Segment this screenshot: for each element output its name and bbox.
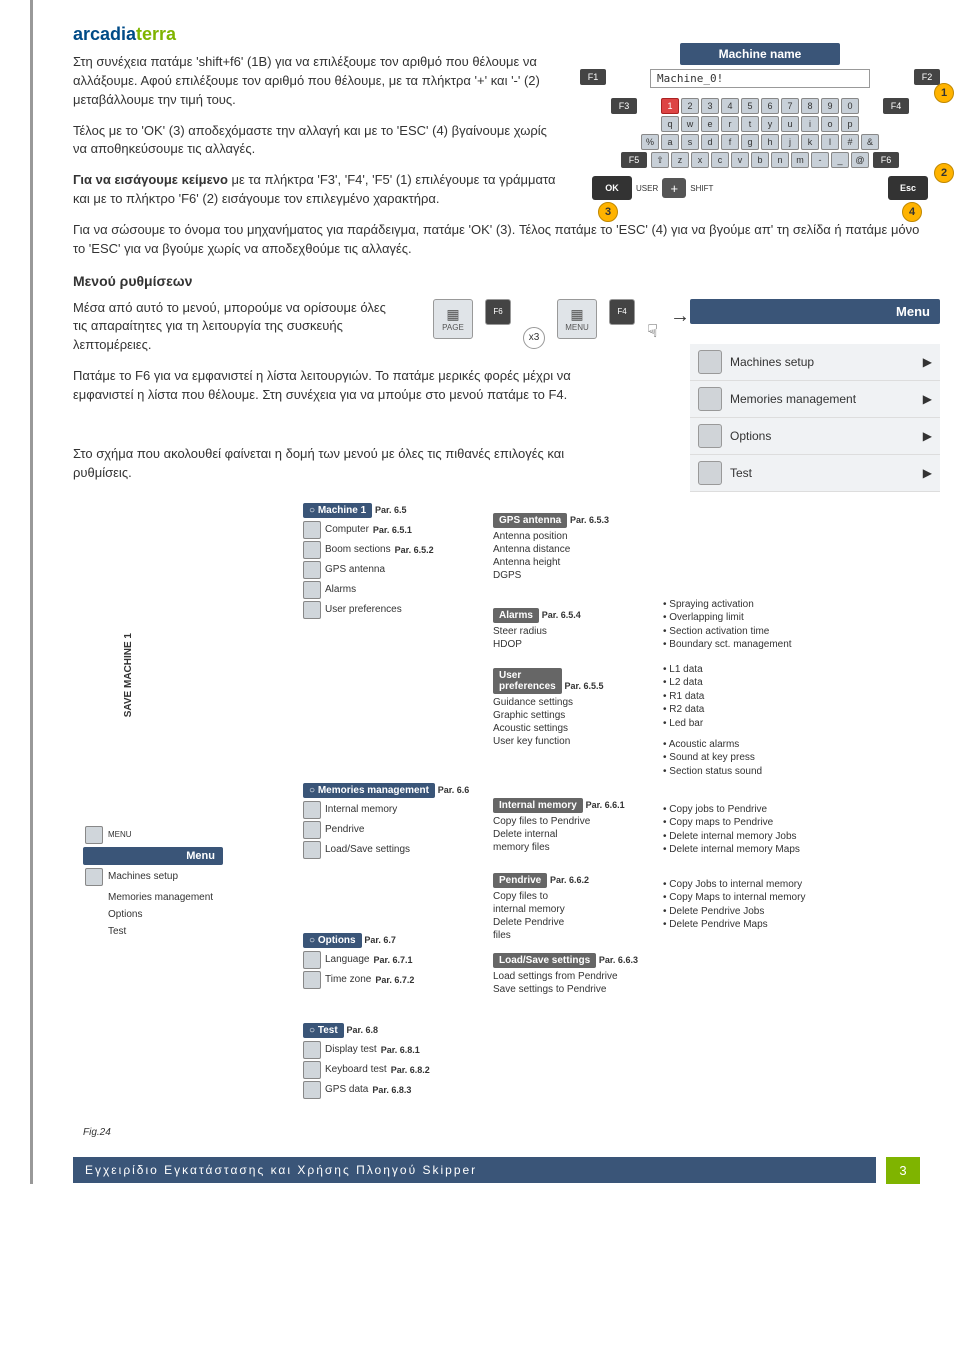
callout-1: 1 — [934, 83, 954, 103]
menu-tree-figure: SAVE MACHINE 1 MENU Menu Machines setup … — [73, 503, 920, 1143]
f6-key: F6 — [873, 152, 899, 168]
menu-icon — [85, 826, 103, 844]
tree-menu-item: Test — [83, 923, 223, 940]
key-1: 1 — [661, 98, 679, 114]
callout-3: 3 — [598, 202, 618, 222]
tree-node-machine1: ○ Machine 1 — [303, 503, 372, 518]
tree-node-options: ○ Options — [303, 933, 362, 948]
paragraph-2: Τέλος με το 'OK' (3) αποδεχόμαστε την αλ… — [73, 122, 563, 160]
paragraph-7: Στο σχήμα που ακολουθεί φαίνεται η δομή … — [73, 445, 593, 483]
f6-button: F6 — [485, 299, 511, 325]
menu-panel-list: Machines setup▶ Memories management▶ Opt… — [690, 344, 940, 492]
tree-node-pendrive: Pendrive — [493, 873, 547, 888]
page-number: 3 — [886, 1157, 920, 1184]
arrow-icon: → — [670, 305, 690, 328]
page-button: ▦ PAGE — [433, 299, 473, 339]
paragraph-6: Πατάμε το F6 για να εμφανιστεί η λίστα λ… — [73, 367, 593, 405]
callout-2: 2 — [934, 163, 954, 183]
esc-button: Esc — [888, 176, 928, 200]
keypad-figure: Machine name F1 Machine_0! F2 1 F3 1 2 3… — [580, 43, 940, 222]
memory-icon — [698, 387, 722, 411]
callout-4: 4 — [902, 202, 922, 222]
keypad-display: Machine_0! — [650, 69, 870, 88]
pendrive-bullets: Copy Jobs to internal memory Copy Maps t… — [663, 878, 863, 932]
tree-menu-item: Memories management — [83, 889, 223, 906]
menu-panel-title: Menu — [690, 299, 940, 324]
paragraph-3: Για να εισάγουμε κείμενο με τα πλήκτρα '… — [73, 171, 563, 209]
tree-menu-item: Machines setup — [83, 865, 223, 889]
tree-menu-item: Options — [83, 906, 223, 923]
tree-node-test: ○ Test — [303, 1023, 344, 1038]
menu-item-options: Options▶ — [690, 418, 940, 455]
f4-button: F4 — [609, 299, 635, 325]
hand-icon: ☟ — [647, 321, 658, 342]
menu-button: ▦ MENU — [557, 299, 597, 339]
tree-menu-title: Menu — [83, 847, 223, 865]
x3-badge: x3 — [523, 327, 545, 349]
save-machine-label: SAVE MACHINE 1 — [123, 633, 134, 717]
keypad-title: Machine name — [680, 43, 840, 65]
f3-key: F3 — [611, 98, 637, 114]
options-icon — [698, 424, 722, 448]
user-bullets-2: Acoustic alarms Sound at key press Secti… — [663, 738, 823, 779]
gear-icon — [698, 350, 722, 374]
figure-caption: Fig.24 — [83, 1127, 111, 1138]
alarm-bullets: Spraying activation Overlapping limit Se… — [663, 598, 833, 652]
test-icon — [698, 461, 722, 485]
tree-node-userpref: Userpreferences — [493, 668, 562, 694]
menu-settings-heading: Μενού ρυθμίσεων — [73, 273, 920, 289]
tree-node-memmgmt: ○ Memories management — [303, 783, 435, 798]
tree-node-gps: GPS antenna — [493, 513, 567, 528]
user-bullets-1: L1 data L2 data R1 data R2 data Led bar — [663, 663, 763, 731]
brand-logo: arcadiaterra — [73, 24, 920, 45]
menu-item-test: Test▶ — [690, 455, 940, 492]
tree-node-alarms: Alarms — [493, 608, 539, 623]
menu-item-machines-setup: Machines setup▶ — [690, 344, 940, 381]
f4-key: F4 — [883, 98, 909, 114]
menu-item-memories: Memories management▶ — [690, 381, 940, 418]
tree-node-loadsave: Load/Save settings — [493, 953, 596, 968]
footer-text: Εγχειρίδιο Εγκατάστασης και Χρήσης Πλοηγ… — [73, 1157, 876, 1183]
f5-key: F5 — [621, 152, 647, 168]
paragraph-4: Για να σώσουμε το όνομα του μηχανήματος … — [73, 221, 920, 259]
f1-key: F1 — [580, 69, 606, 85]
intmem-bullets: Copy jobs to Pendrive Copy maps to Pendr… — [663, 803, 853, 857]
tree-node-intmem: Internal memory — [493, 798, 583, 813]
ok-button: OK — [592, 176, 632, 200]
paragraph-5: Μέσα από αυτό το μενού, μπορούμε να ορίσ… — [73, 299, 393, 356]
paragraph-1: Στη συνέχεια πατάμε 'shift+f6' (1B) για … — [73, 53, 563, 110]
